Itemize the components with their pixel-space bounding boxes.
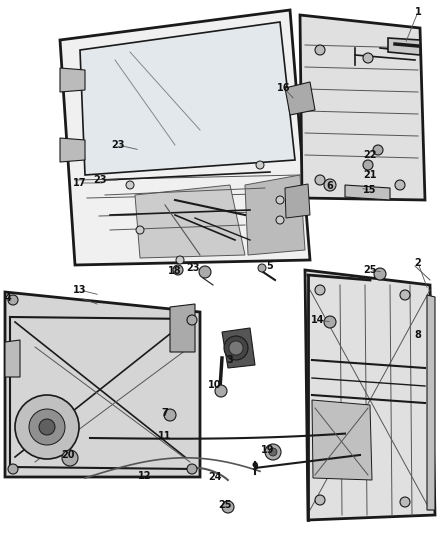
Polygon shape [285, 82, 315, 115]
Text: 25: 25 [363, 265, 377, 275]
Circle shape [269, 448, 277, 456]
Circle shape [374, 268, 386, 280]
Text: 23: 23 [111, 140, 125, 150]
Circle shape [324, 179, 336, 191]
Circle shape [229, 341, 243, 355]
Polygon shape [60, 68, 85, 92]
Polygon shape [345, 185, 390, 200]
Circle shape [8, 295, 18, 305]
Polygon shape [285, 184, 310, 218]
Circle shape [15, 395, 79, 459]
Polygon shape [135, 185, 245, 258]
Circle shape [315, 495, 325, 505]
Circle shape [187, 315, 197, 325]
Polygon shape [5, 292, 200, 477]
Text: 2: 2 [415, 258, 421, 268]
Text: 20: 20 [61, 450, 75, 460]
Circle shape [276, 196, 284, 204]
Polygon shape [305, 270, 435, 520]
Text: 15: 15 [363, 185, 377, 195]
Circle shape [395, 180, 405, 190]
Circle shape [222, 501, 234, 513]
Text: 23: 23 [186, 263, 200, 273]
Text: 8: 8 [414, 330, 421, 340]
Text: 22: 22 [363, 150, 377, 160]
Circle shape [258, 264, 266, 272]
Text: 13: 13 [73, 285, 87, 295]
Circle shape [265, 444, 281, 460]
Circle shape [400, 497, 410, 507]
Polygon shape [312, 400, 372, 480]
Text: 18: 18 [168, 266, 182, 276]
Circle shape [39, 419, 55, 435]
Circle shape [215, 385, 227, 397]
Polygon shape [388, 38, 420, 55]
Polygon shape [80, 22, 295, 175]
Text: 9: 9 [251, 462, 258, 472]
Circle shape [164, 409, 176, 421]
Text: 19: 19 [261, 445, 275, 455]
Polygon shape [170, 304, 195, 352]
Text: 4: 4 [5, 293, 11, 303]
Circle shape [187, 464, 197, 474]
Text: 6: 6 [327, 181, 333, 191]
Text: 25: 25 [218, 500, 232, 510]
Circle shape [373, 145, 383, 155]
Polygon shape [300, 15, 425, 200]
Circle shape [363, 53, 373, 63]
Polygon shape [222, 328, 255, 368]
Text: 11: 11 [158, 431, 172, 441]
Text: 3: 3 [226, 355, 233, 365]
Circle shape [126, 181, 134, 189]
Circle shape [199, 266, 211, 278]
Circle shape [363, 160, 373, 170]
Circle shape [276, 216, 284, 224]
Circle shape [400, 290, 410, 300]
Text: 12: 12 [138, 471, 152, 481]
Text: 24: 24 [208, 472, 222, 482]
Polygon shape [5, 340, 20, 377]
Circle shape [315, 45, 325, 55]
Text: 17: 17 [73, 178, 87, 188]
Circle shape [136, 226, 144, 234]
Text: 23: 23 [93, 175, 107, 185]
Polygon shape [60, 138, 85, 162]
Circle shape [324, 316, 336, 328]
Text: 10: 10 [208, 380, 222, 390]
Circle shape [176, 256, 184, 264]
Circle shape [256, 161, 264, 169]
Circle shape [224, 336, 248, 360]
Circle shape [29, 409, 65, 445]
Text: 16: 16 [277, 83, 291, 93]
Text: 14: 14 [311, 315, 325, 325]
Polygon shape [245, 175, 305, 255]
Circle shape [8, 464, 18, 474]
Text: 1: 1 [415, 7, 421, 17]
Text: 21: 21 [363, 170, 377, 180]
Polygon shape [60, 10, 310, 265]
Circle shape [62, 450, 78, 466]
Circle shape [315, 175, 325, 185]
Text: 5: 5 [267, 261, 273, 271]
Polygon shape [427, 295, 435, 510]
Circle shape [173, 265, 183, 275]
Text: 7: 7 [162, 408, 168, 418]
Circle shape [315, 285, 325, 295]
